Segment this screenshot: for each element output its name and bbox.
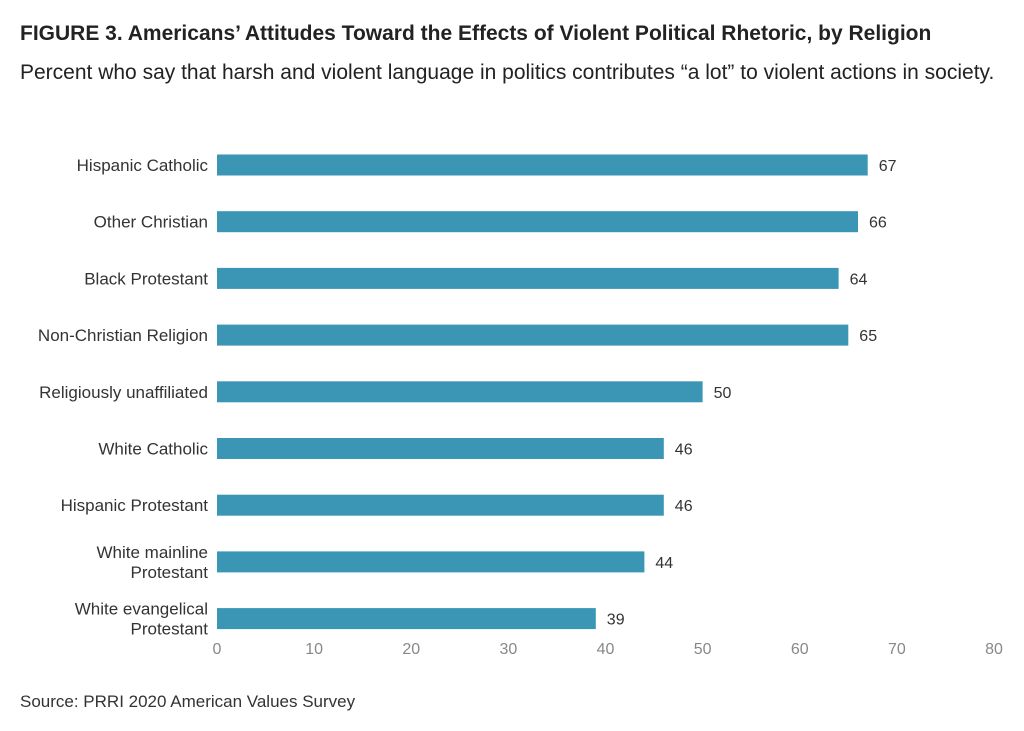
x-tick-label-6: 60: [791, 641, 809, 658]
bar-8: [217, 608, 596, 630]
value-label-3: 65: [859, 328, 877, 345]
bar-5: [217, 438, 664, 459]
bar-2: [217, 267, 839, 289]
category-label-2: Black Protestant: [84, 269, 208, 288]
value-label-5: 46: [675, 442, 693, 459]
x-tick-label-7: 70: [888, 641, 906, 658]
chart-title: FIGURE 3. Americans’ Attitudes Toward th…: [20, 22, 932, 45]
bar-6: [217, 494, 664, 516]
value-label-4: 50: [714, 385, 732, 402]
value-label-0: 67: [879, 158, 897, 175]
x-tick-label-1: 10: [305, 641, 323, 658]
bar-0: [217, 154, 868, 176]
category-label-6: Hispanic Protestant: [61, 496, 209, 515]
category-label-7: White mainline Protestant: [97, 543, 209, 582]
bar-1: [217, 211, 858, 233]
source-note: Source: PRRI 2020 American Values Survey: [20, 692, 356, 711]
value-label-7: 44: [655, 555, 673, 572]
x-tick-label-2: 20: [402, 641, 420, 658]
value-label-2: 64: [850, 271, 868, 288]
x-tick-label-0: 0: [213, 641, 222, 658]
chart-subtitle: Percent who say that harsh and violent l…: [20, 61, 995, 84]
category-label-5: White Catholic: [98, 440, 208, 459]
bar-4: [217, 381, 703, 403]
x-tick-label-5: 50: [694, 641, 712, 658]
value-label-1: 66: [869, 215, 887, 232]
category-label-1: Other Christian: [94, 213, 208, 232]
value-label-6: 46: [675, 498, 693, 515]
bar-7: [217, 551, 645, 573]
category-label-3: Non-Christian Religion: [38, 326, 208, 345]
x-tick-label-4: 40: [597, 641, 615, 658]
x-tick-label-8: 80: [985, 641, 1003, 658]
value-label-8: 39: [607, 612, 625, 629]
x-tick-label-3: 30: [500, 641, 518, 658]
category-label-0: Hispanic Catholic: [77, 156, 209, 175]
category-label-4: Religiously unaffiliated: [39, 383, 208, 402]
bar-3: [217, 324, 849, 346]
category-label-8: White evangelical Protestant: [75, 600, 209, 639]
